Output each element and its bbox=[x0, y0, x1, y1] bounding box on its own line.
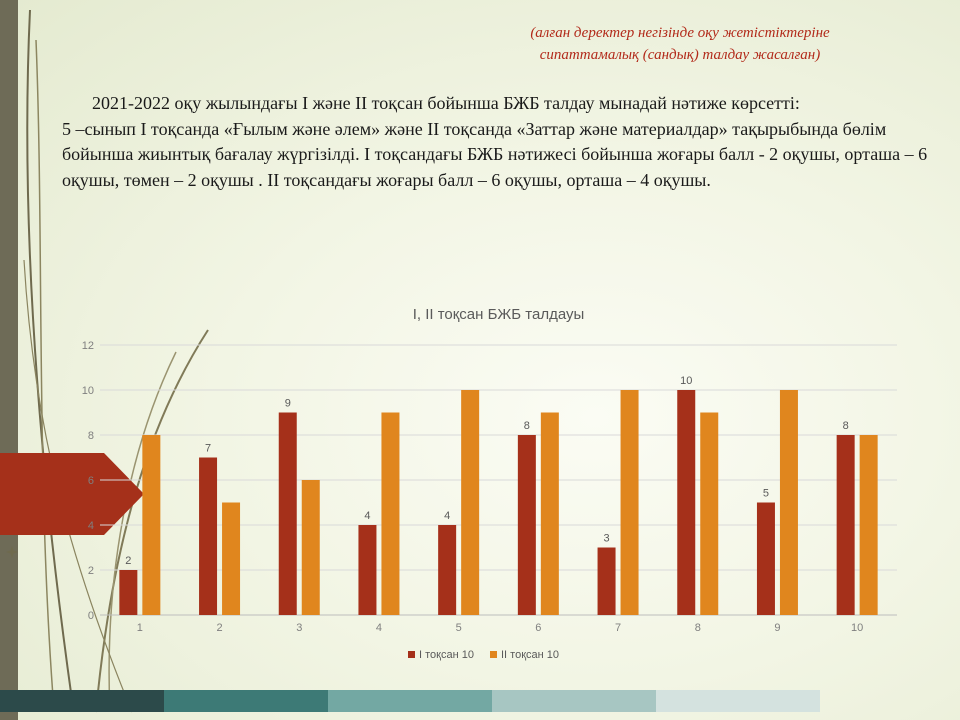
data-label-series1-cat8: 10 bbox=[680, 375, 692, 387]
y-tick-label-12: 12 bbox=[82, 340, 94, 352]
bar-chart: I, II тоқсан БЖБ талдауы0246810121227394… bbox=[82, 306, 897, 661]
chart-title: I, II тоқсан БЖБ талдауы bbox=[413, 306, 585, 323]
x-tick-label-3: 3 bbox=[296, 622, 302, 634]
bar-series1-cat8 bbox=[677, 390, 696, 615]
bar-series2-cat3 bbox=[301, 480, 320, 615]
data-label-series1-cat10: 8 bbox=[843, 420, 849, 432]
stripe-2 bbox=[164, 690, 328, 712]
data-label-series1-cat9: 5 bbox=[763, 488, 769, 500]
x-tick-label-8: 8 bbox=[695, 622, 701, 634]
bar-series1-cat5 bbox=[438, 525, 457, 615]
bar-series2-cat9 bbox=[779, 390, 798, 615]
data-label-series1-cat3: 9 bbox=[285, 398, 291, 410]
x-tick-label-7: 7 bbox=[615, 622, 621, 634]
bar-series1-cat6 bbox=[517, 435, 536, 615]
data-label-series1-cat2: 7 bbox=[205, 443, 211, 455]
grass-curve-2 bbox=[35, 39, 55, 711]
header-note-line2: сипаттамалық (сандық) талдау жасалған) bbox=[539, 47, 821, 63]
data-label-series1-cat4: 4 bbox=[364, 510, 370, 522]
bar-series1-cat1 bbox=[119, 570, 138, 615]
bar-series2-cat7 bbox=[620, 390, 639, 615]
y-tick-label-10: 10 bbox=[82, 385, 94, 397]
description-paragraph-2: 5 –сынып I тоқсанда «Ғылым және әлем» жә… bbox=[62, 118, 928, 190]
bar-series2-cat1 bbox=[142, 435, 161, 615]
description-paragraph-1: 2021-2022 оқу жылындағы I және II тоқсан… bbox=[92, 93, 800, 113]
bottom-decor-stripes bbox=[0, 690, 820, 712]
bar-series2-cat2 bbox=[222, 502, 241, 615]
header-note: (алған деректер негізінде оқу жетістікте… bbox=[470, 22, 890, 66]
bar-series1-cat9 bbox=[756, 502, 775, 615]
description-text: 2021-2022 оқу жылындағы I және II тоқсан… bbox=[62, 91, 942, 193]
bar-series1-cat3 bbox=[278, 412, 297, 615]
x-tick-label-6: 6 bbox=[535, 622, 541, 634]
x-tick-label-4: 4 bbox=[376, 622, 382, 634]
y-tick-label-2: 2 bbox=[88, 565, 94, 577]
bar-series2-cat8 bbox=[700, 412, 719, 615]
bar-series1-cat7 bbox=[597, 547, 616, 615]
bar-series1-cat10 bbox=[836, 435, 855, 615]
bar-series2-cat4 bbox=[381, 412, 400, 615]
stripe-4 bbox=[492, 690, 656, 712]
data-label-series1-cat6: 8 bbox=[524, 420, 530, 432]
stripe-3 bbox=[328, 690, 492, 712]
header-note-line1: (алған деректер негізінде оқу жетістікте… bbox=[530, 25, 830, 41]
data-label-series1-cat5: 4 bbox=[444, 510, 450, 522]
legend-label-1: I тоқсан 10 bbox=[419, 649, 474, 661]
data-label-series1-cat7: 3 bbox=[603, 533, 609, 545]
bar-series1-cat4 bbox=[358, 525, 377, 615]
data-label-series1-cat1: 2 bbox=[125, 555, 131, 567]
legend-swatch-1 bbox=[408, 651, 415, 658]
stripe-5 bbox=[656, 690, 820, 712]
y-tick-label-0: 0 bbox=[88, 610, 94, 622]
bar-series2-cat6 bbox=[540, 412, 559, 615]
y-tick-label-8: 8 bbox=[88, 430, 94, 442]
x-tick-label-5: 5 bbox=[456, 622, 462, 634]
y-tick-label-6: 6 bbox=[88, 475, 94, 487]
bar-series2-cat10 bbox=[859, 435, 878, 615]
legend-label-2: II тоқсан 10 bbox=[501, 649, 559, 661]
x-tick-label-2: 2 bbox=[216, 622, 222, 634]
bar-series2-cat5 bbox=[461, 390, 480, 615]
x-tick-label-10: 10 bbox=[851, 622, 863, 634]
x-tick-label-9: 9 bbox=[774, 622, 780, 634]
bar-series1-cat2 bbox=[199, 457, 218, 615]
y-tick-label-4: 4 bbox=[88, 520, 94, 532]
x-tick-label-1: 1 bbox=[137, 622, 143, 634]
stripe-1 bbox=[0, 690, 164, 712]
legend-swatch-2 bbox=[490, 651, 497, 658]
left-side-bar bbox=[0, 0, 18, 720]
